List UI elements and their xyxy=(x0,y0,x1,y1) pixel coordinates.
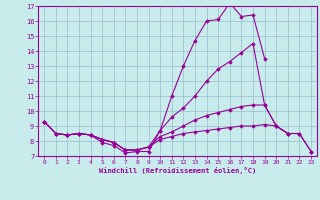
X-axis label: Windchill (Refroidissement éolien,°C): Windchill (Refroidissement éolien,°C) xyxy=(99,167,256,174)
